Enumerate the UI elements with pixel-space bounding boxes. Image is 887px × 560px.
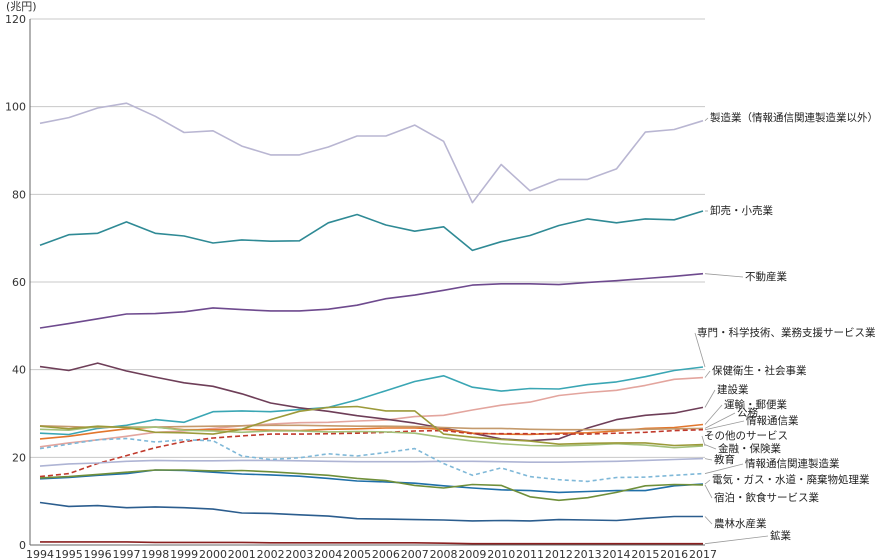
series-line-1	[39, 210, 704, 252]
series-line-15	[39, 501, 703, 522]
series-label: 不動産業	[745, 270, 787, 283]
label-leader-line	[704, 535, 769, 545]
x-tick-label: 2005	[343, 548, 371, 560]
x-tick-label: 2017	[689, 548, 717, 560]
label-leader-line	[694, 332, 706, 368]
x-tick-label: 2002	[257, 548, 285, 560]
series-label: 教育	[714, 453, 735, 466]
series-label: 卸売・小売業	[710, 204, 773, 217]
series-line-5	[39, 362, 704, 442]
label-leader-line	[704, 370, 711, 378]
label-leader-line	[704, 389, 716, 408]
x-tick-label: 2015	[631, 548, 659, 560]
x-tick-label: 2006	[372, 548, 400, 560]
x-tick-label: 2000	[199, 548, 227, 560]
series-label: 宿泊・飲食サービス業	[714, 491, 819, 504]
label-leader-line	[704, 117, 709, 121]
label-leader-line	[704, 484, 713, 499]
x-tick-label: 2001	[228, 548, 256, 560]
series-line-12	[39, 437, 704, 483]
series-line-9	[39, 425, 704, 449]
label-leader-line	[704, 420, 745, 431]
label-leader-line	[704, 516, 713, 525]
series-label: 運輸・郵便業	[724, 398, 787, 411]
series-line-8	[39, 428, 704, 478]
x-tick-label: 1998	[141, 548, 169, 560]
series-line-11	[39, 457, 704, 467]
x-tick-label: 2014	[603, 548, 631, 560]
x-tick-label: 1994	[26, 548, 54, 560]
series-line-14	[39, 469, 704, 502]
series-label: 専門・科学技術、業務支援サービス業	[697, 326, 876, 339]
series-line-2	[39, 272, 704, 329]
axis-layer: (兆円) 0 20 40 60 80 100 120 1994 1995 1996 1997 1998…	[5, 0, 717, 560]
label-leader-line	[704, 479, 711, 485]
x-tick-label: 2013	[574, 548, 602, 560]
series-label: 保健衛生・社会事業	[712, 364, 807, 377]
series-label: 公務	[737, 406, 758, 419]
y-tick-label: 20	[12, 451, 26, 464]
series-label: 製造業（情報通信関連製造業以外）	[710, 111, 878, 124]
label-leader-line	[701, 435, 706, 447]
y-tick-label: 120	[5, 13, 26, 26]
series-layer	[39, 102, 704, 545]
series-label: 情報通信業	[746, 414, 799, 427]
series-label-layer: 製造業（情報通信関連製造業以外） 卸売・小売業不動産業専門・科学技術、業務支援サー…	[694, 111, 878, 545]
y-tick-label: 80	[12, 188, 26, 201]
series-line-4	[39, 376, 704, 448]
label-leader-line	[704, 273, 744, 278]
series-label: 農林水産業	[714, 517, 767, 530]
series-label: 情報通信関連製造業	[745, 457, 840, 470]
x-tick-label: 1996	[84, 548, 112, 560]
series-label: その他のサービス	[704, 429, 788, 442]
label-leader-line	[704, 458, 713, 461]
y-tick-label: 60	[12, 276, 26, 289]
y-tick-label: 40	[12, 364, 26, 377]
label-leader-line	[704, 444, 717, 450]
label-leader-line	[704, 463, 744, 474]
x-tick-label: 2003	[285, 548, 313, 560]
series-label: 金融・保険業	[718, 442, 781, 455]
x-tick-label: 1995	[55, 548, 83, 560]
label-leader-line	[704, 412, 736, 429]
x-tick-label: 2016	[660, 548, 688, 560]
x-tick-label: 1999	[170, 548, 198, 560]
series-label: 電気・ガス・水道・廃棄物処理業	[712, 473, 870, 486]
series-line-3	[39, 366, 704, 436]
series-line-13	[39, 469, 704, 494]
series-label: 鉱業	[770, 529, 791, 542]
x-tick-label: 2009	[458, 548, 486, 560]
x-tick-label: 2007	[401, 548, 429, 560]
y-tick-label: 0	[19, 539, 26, 552]
series-line-10	[39, 405, 704, 447]
x-tick-label: 2008	[430, 548, 458, 560]
y-axis-unit-label: (兆円)	[6, 0, 37, 13]
x-tick-label: 2011	[516, 548, 544, 560]
series-line-0	[39, 102, 704, 204]
x-tick-label: 2004	[314, 548, 342, 560]
x-tick-label: 1997	[112, 548, 140, 560]
y-tick-label: 100	[5, 101, 26, 114]
series-label: 建設業	[717, 383, 749, 396]
label-leader-line	[704, 404, 723, 425]
x-tick-label: 2012	[545, 548, 573, 560]
series-line-16	[40, 541, 703, 545]
x-tick-label: 2010	[487, 548, 515, 560]
grid-layer	[30, 18, 705, 458]
